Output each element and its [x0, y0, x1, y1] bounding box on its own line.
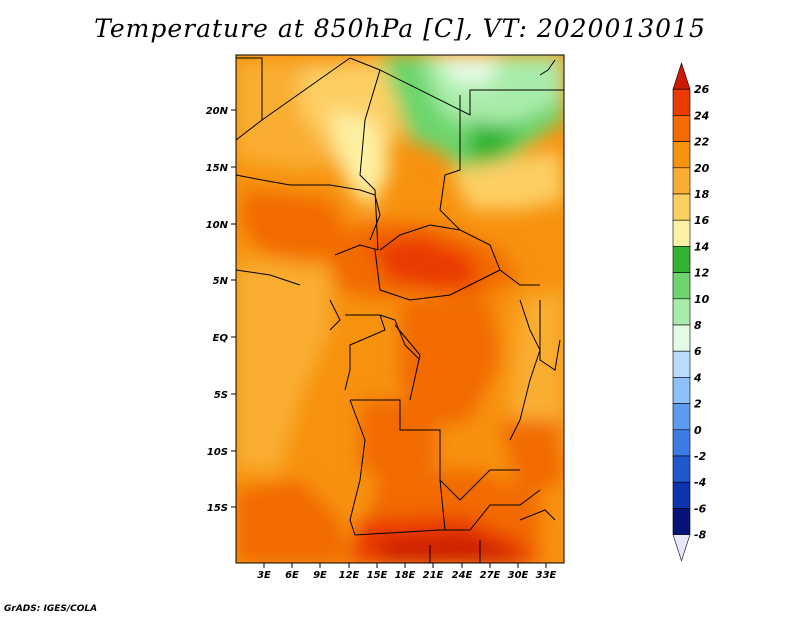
colorbar-label: 0 [694, 424, 702, 437]
lon-label: 27E [480, 570, 501, 581]
colorbar-swatch [672, 350, 691, 378]
colorbar-label: -8 [694, 529, 707, 542]
country-boundaries [236, 57, 564, 563]
lat-label: 15S [207, 503, 228, 514]
lat-label: 5S [214, 390, 228, 401]
colorbar-swatch [672, 403, 691, 431]
lon-label: 12E [339, 570, 360, 581]
colorbar-label: 12 [694, 267, 710, 280]
colorbar-label: 14 [694, 240, 709, 253]
colorbar-swatch [672, 219, 691, 247]
colorbar-swatch [672, 298, 691, 326]
colorbar-swatch [672, 246, 691, 273]
colorbar-swatch [672, 88, 691, 116]
colorbar-label: -6 [694, 502, 707, 515]
lon-label: 6E [285, 570, 299, 581]
map-frame [235, 54, 565, 564]
colorbar-bottom-arrow [672, 534, 691, 562]
lat-label: 10S [207, 447, 228, 458]
colorbar-swatch [672, 167, 691, 195]
lon-label: 9E [313, 570, 327, 581]
colorbar-label: 6 [694, 345, 702, 358]
colorbar-label: -2 [694, 450, 707, 463]
colorbar-label: 2 [694, 398, 702, 411]
colorbar-label: 4 [693, 371, 702, 384]
colorbar-label: 26 [694, 83, 710, 96]
lon-label: 30E [508, 570, 529, 581]
colorbar-swatch [672, 481, 691, 509]
colorbar-label: 22 [694, 136, 710, 149]
colorbar-swatch [672, 429, 691, 457]
lon-label: 24E [452, 570, 473, 581]
colorbar-label: -4 [694, 476, 706, 489]
longitude-axis: 3E 6E 9E 12E 15E 18E 21E 24E 27E 30E 33E [257, 563, 557, 581]
temperature-field [236, 55, 564, 563]
lon-label: 3E [257, 570, 271, 581]
colorbar-swatch [672, 272, 691, 300]
lat-label: 20N [206, 106, 229, 117]
latitude-axis: 20N 15N 10N 5N EQ 5S 10S 15S [206, 106, 236, 514]
colorbar-swatch [672, 193, 691, 221]
map-title: Temperature at 850hPa [C], VT: 202001301… [94, 14, 706, 43]
colorbar-swatch [672, 377, 691, 404]
lat-label: 5N [213, 276, 229, 287]
lon-label: 21E [423, 570, 444, 581]
lon-label: 15E [367, 570, 388, 581]
colorbar-label: 18 [694, 188, 710, 201]
credit-label: GrADS: IGES/COLA [4, 604, 98, 614]
lat-label: 15N [206, 163, 229, 174]
colorbar-top-arrow [672, 62, 691, 90]
colorbar-label: 16 [694, 214, 710, 227]
colorbar-swatch [672, 508, 691, 535]
colorbar-label: 20 [694, 162, 710, 175]
colorbar-label: 10 [694, 293, 710, 306]
colorbar-swatch [672, 141, 691, 169]
lat-label: EQ [213, 333, 229, 344]
colorbar-label: 8 [694, 319, 702, 332]
colorbar-swatch [672, 115, 691, 142]
lon-label: 18E [395, 570, 416, 581]
lon-label: 33E [536, 570, 557, 581]
lat-label: 10N [206, 220, 229, 231]
colorbar-label: 24 [694, 109, 709, 122]
colorbar-swatch [672, 324, 691, 352]
colorbar-swatch [672, 455, 691, 483]
